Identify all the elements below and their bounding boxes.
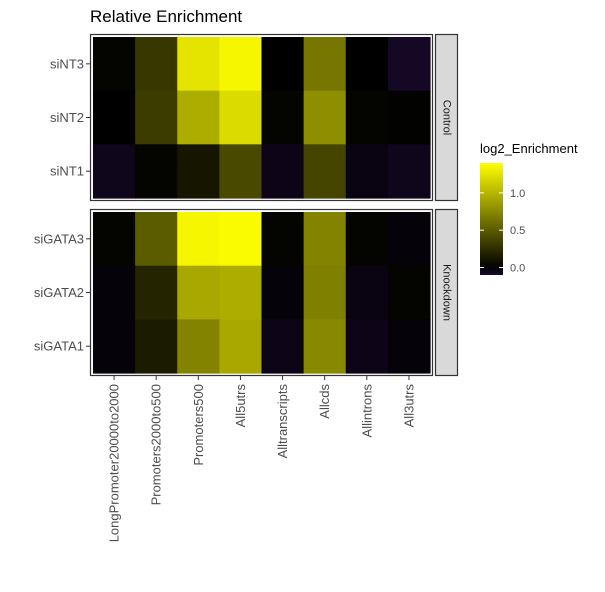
heatmap-cell bbox=[135, 319, 178, 374]
y-tick-label: siNT2 bbox=[50, 110, 84, 125]
x-tick-label: Alltranscripts bbox=[275, 384, 290, 459]
heatmap-cell bbox=[177, 265, 220, 320]
legend-title: log2_Enrichment bbox=[480, 141, 578, 156]
legend-ticks: 0.0 0.5 1.0 bbox=[480, 188, 525, 275]
heatmap-cell bbox=[261, 265, 305, 320]
heatmap-cell bbox=[93, 319, 136, 374]
heatmap-cell bbox=[177, 144, 220, 199]
heatmap-cell bbox=[303, 319, 347, 374]
heatmap-cell bbox=[177, 319, 220, 374]
heatmap-cell bbox=[93, 144, 136, 199]
y-tick-label: siGATA1 bbox=[34, 339, 84, 354]
y-tick-label: siNT1 bbox=[50, 164, 84, 179]
x-tick-label: Promoters2000to500 bbox=[149, 384, 164, 505]
facet-panels: siNT3siNT2siNT1ControlsiGATA3siGATA2siGA… bbox=[34, 33, 459, 377]
legend-tick-label: 0.5 bbox=[510, 225, 525, 237]
x-tick-label: Allcds bbox=[317, 384, 332, 419]
heatmap-cell bbox=[387, 319, 431, 374]
heatmap-cell bbox=[219, 265, 263, 320]
heatmap-cell bbox=[219, 212, 263, 267]
heatmap-cell bbox=[303, 212, 347, 267]
legend-tick-label: 1.0 bbox=[510, 188, 525, 200]
heatmap-cell bbox=[93, 212, 136, 267]
heatmap-cell bbox=[387, 90, 431, 145]
y-tick-label: siGATA2 bbox=[34, 285, 84, 300]
heatmap-cell bbox=[387, 265, 431, 320]
heatmap-cell bbox=[219, 144, 263, 199]
heatmap-cell bbox=[261, 319, 305, 374]
legend: log2_Enrichment 0.0 0.5 1.0 bbox=[480, 141, 578, 275]
chart-title: Relative Enrichment bbox=[90, 7, 242, 26]
heatmap-cell bbox=[177, 212, 220, 267]
heatmap-cell bbox=[261, 144, 305, 199]
facet-strip bbox=[434, 208, 459, 377]
heatmap-cell bbox=[387, 144, 431, 199]
heatmap-cell bbox=[93, 37, 136, 92]
heatmap-cell bbox=[177, 90, 220, 145]
heatmap-cell bbox=[177, 37, 220, 92]
heatmap-cell bbox=[261, 212, 305, 267]
x-axis: LongPromoter20000to2000 Promoters2000to50… bbox=[107, 376, 416, 542]
heatmap-cell bbox=[135, 37, 178, 92]
panel-border bbox=[89, 208, 434, 377]
heatmap-cell bbox=[219, 37, 263, 92]
x-tick-label: All5utrs bbox=[233, 384, 248, 428]
x-tick-label: LongPromoter20000to2000 bbox=[107, 384, 122, 542]
heatmap-cell bbox=[135, 144, 178, 199]
facet-strip-label: Control bbox=[441, 100, 453, 135]
y-tick-label: siNT3 bbox=[50, 56, 84, 71]
heatmap-cell bbox=[345, 144, 389, 199]
heatmap-cell bbox=[219, 319, 263, 374]
heatmap-cell bbox=[345, 212, 389, 267]
x-tick-label: Allintrons bbox=[359, 384, 374, 438]
heatmap-cell bbox=[345, 37, 389, 92]
legend-colorbar bbox=[480, 163, 503, 275]
heatmap-cell bbox=[387, 37, 431, 92]
heatmap-cell bbox=[345, 90, 389, 145]
facet-panel-control: siNT3 siNT2 siNT1 Control bbox=[50, 33, 459, 202]
x-tick-label: Promoters500 bbox=[191, 384, 206, 466]
facet-strip-label: Knockdown bbox=[441, 264, 453, 321]
heatmap-cell bbox=[345, 319, 389, 374]
heatmap-cell bbox=[135, 90, 178, 145]
panel-border bbox=[89, 33, 434, 202]
heatmap-cell bbox=[93, 265, 136, 320]
heatmap-cell bbox=[303, 144, 347, 199]
heatmap-cell bbox=[345, 265, 389, 320]
heatmap-cell bbox=[303, 265, 347, 320]
heatmap-cell bbox=[219, 90, 263, 145]
heatmap-cell bbox=[303, 90, 347, 145]
facet-panel-knockdown: siGATA3 siGATA2 siGATA1 Knockdown bbox=[34, 208, 459, 377]
heatmap-cell bbox=[387, 212, 431, 267]
heatmap-cell bbox=[303, 37, 347, 92]
facet-strip bbox=[434, 33, 459, 202]
x-tick-label: All3utrs bbox=[401, 384, 416, 428]
y-tick-label: siGATA3 bbox=[34, 231, 84, 246]
legend-tick-label: 0.0 bbox=[510, 263, 525, 275]
heatmap-cell bbox=[135, 212, 178, 267]
heatmap-cell bbox=[135, 265, 178, 320]
heatmap-cell bbox=[93, 90, 136, 145]
heatmap-cell bbox=[261, 37, 305, 92]
heatmap-cell bbox=[261, 90, 305, 145]
